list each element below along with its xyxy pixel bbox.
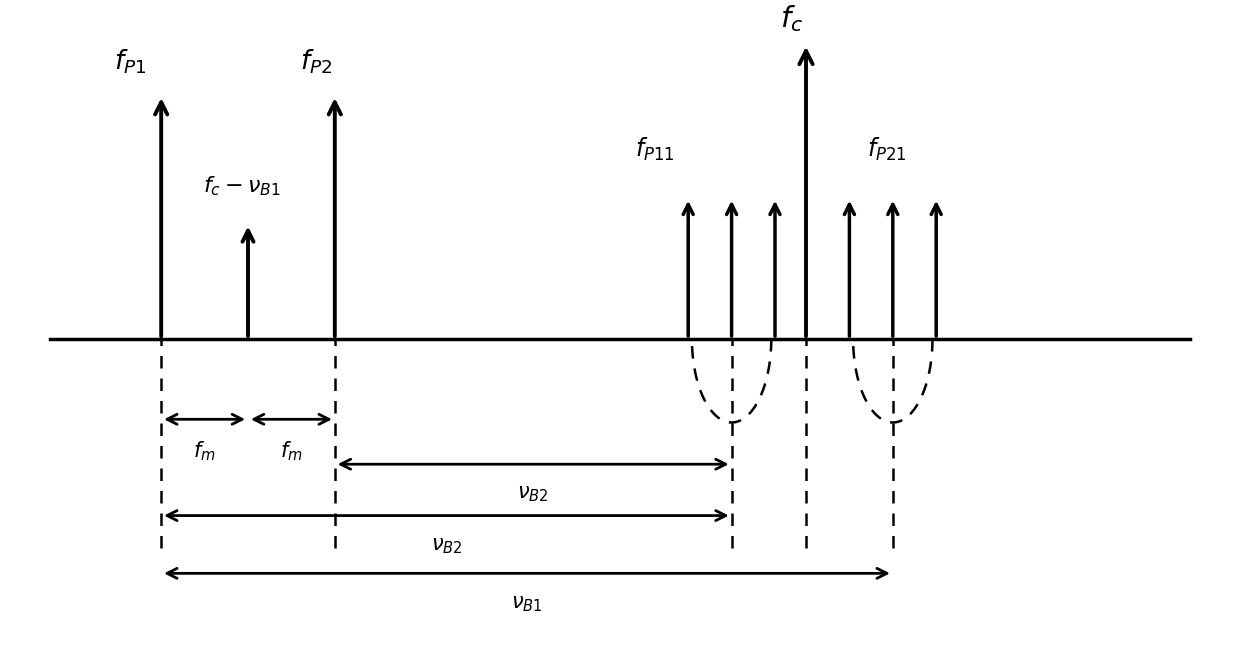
Text: $f_m$: $f_m$ <box>280 440 303 463</box>
Text: $f_{P11}$: $f_{P11}$ <box>635 135 675 162</box>
Text: $\nu_{B2}$: $\nu_{B2}$ <box>430 536 463 556</box>
Text: $\nu_{B2}$: $\nu_{B2}$ <box>517 484 549 504</box>
Text: $f_{P21}$: $f_{P21}$ <box>867 135 906 162</box>
Text: $f_m$: $f_m$ <box>193 440 216 463</box>
Text: $f_{P1}$: $f_{P1}$ <box>114 48 146 76</box>
Text: $f_c - \nu_{B1}$: $f_c - \nu_{B1}$ <box>203 174 280 198</box>
Text: $f_{P2}$: $f_{P2}$ <box>300 48 332 76</box>
Text: $\nu_{B1}$: $\nu_{B1}$ <box>511 593 543 614</box>
Text: $f_c$: $f_c$ <box>780 3 802 34</box>
